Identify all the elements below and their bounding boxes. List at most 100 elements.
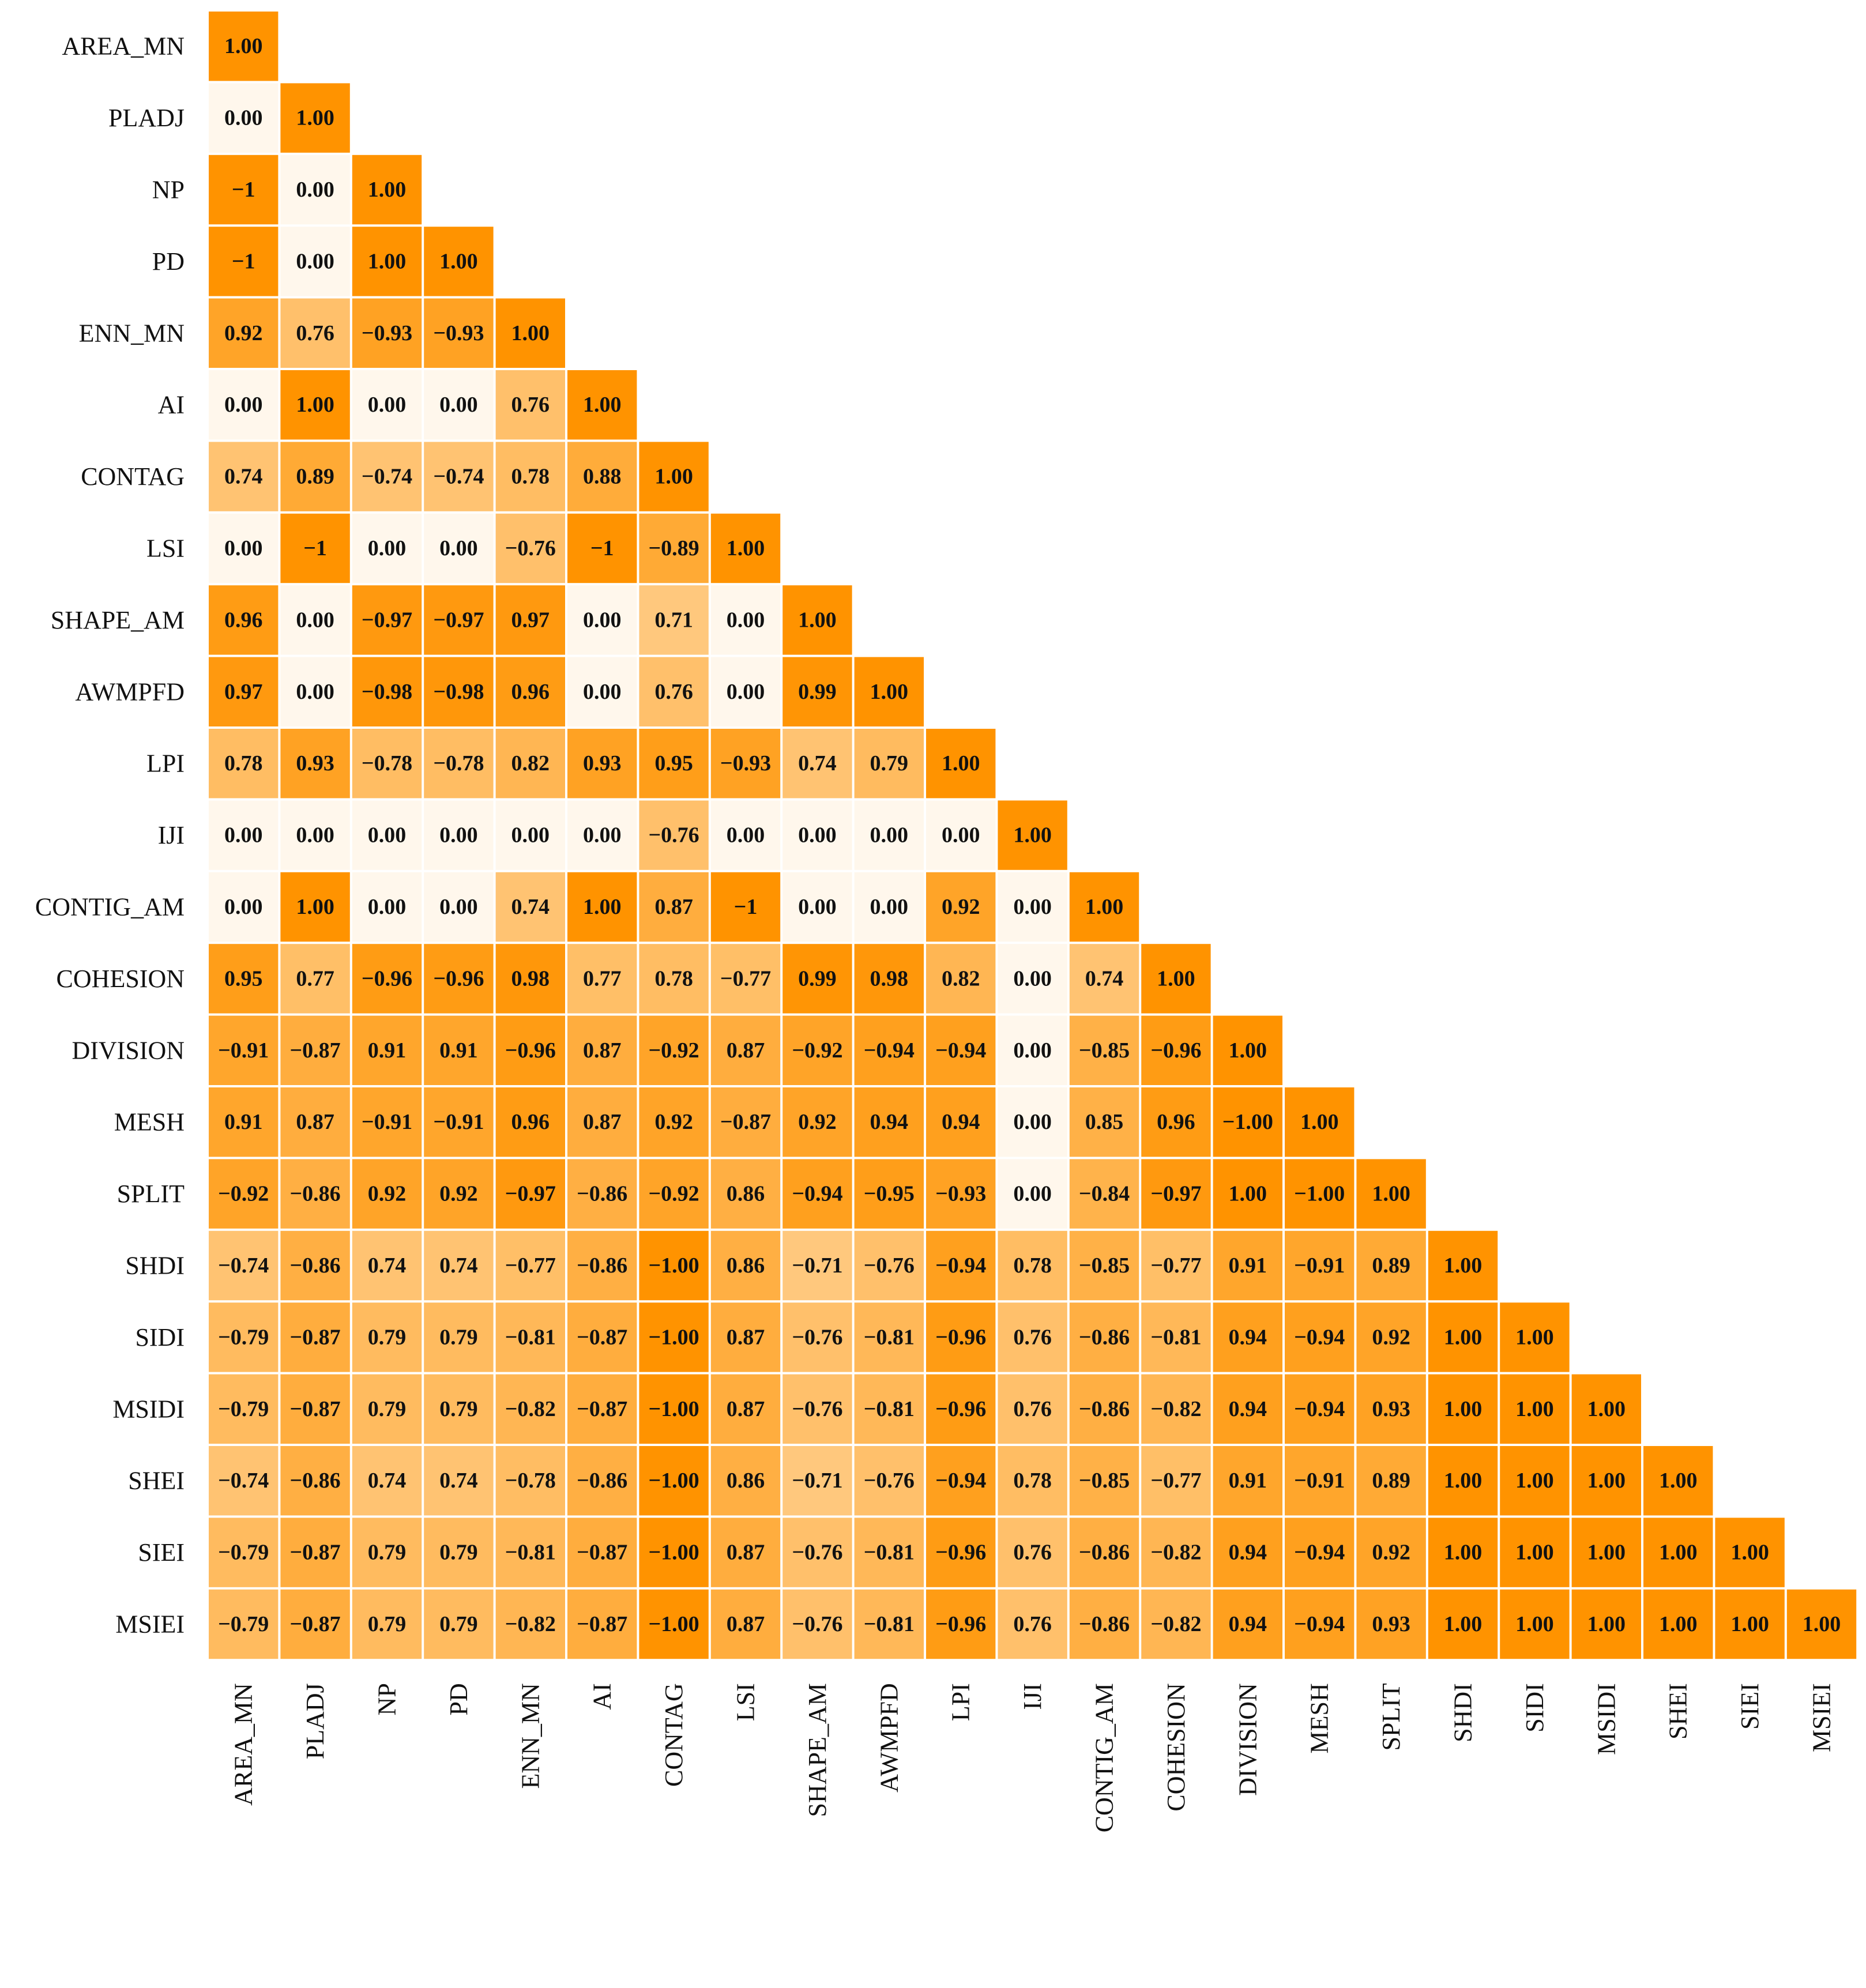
cell-value-label: 1.00 [1515, 1397, 1554, 1421]
cell-value-label: 1.00 [1157, 966, 1195, 991]
cell-value-label: −0.97 [505, 1182, 556, 1206]
cell-value-label: 1.00 [1730, 1612, 1769, 1636]
cell-value-label: 0.00 [296, 178, 334, 202]
heatmap-cell [352, 1446, 422, 1516]
heatmap-cell [1428, 1374, 1498, 1444]
cell-value-label: 0.95 [224, 966, 263, 991]
heatmap-cell [854, 1589, 924, 1659]
heatmap-cell [639, 1589, 709, 1659]
row-label: CONTAG [81, 462, 185, 491]
heatmap-cell [1069, 1374, 1139, 1444]
row-label: NP [152, 176, 185, 204]
heatmap-cell [710, 657, 781, 726]
cell-value-label: 0.74 [798, 751, 837, 775]
cell-value-label: −1.00 [649, 1325, 699, 1349]
column-label: CONTIG_AM [1090, 1683, 1119, 1832]
cell-value-label: 0.00 [224, 106, 263, 130]
cell-value-label: 0.86 [727, 1182, 765, 1206]
heatmap-cell [710, 1446, 781, 1516]
row-label: SPLIT [117, 1180, 185, 1208]
cell-value-label: −0.94 [1294, 1325, 1345, 1349]
heatmap-cell [854, 1159, 924, 1229]
heatmap-cell [424, 1589, 494, 1659]
heatmap-cell [1069, 1302, 1139, 1372]
heatmap-cell [926, 729, 996, 799]
heatmap-cell [280, 83, 350, 153]
heatmap-cell [352, 227, 422, 296]
heatmap-cell [1069, 1159, 1139, 1229]
cell-value-label: 0.00 [583, 680, 622, 704]
cell-value-label: 0.74 [439, 1253, 478, 1278]
cell-value-label: 0.85 [1085, 1110, 1124, 1134]
heatmap-cell [854, 729, 924, 799]
cell-value-label: 0.98 [511, 966, 550, 991]
cell-value-label: −0.81 [864, 1612, 915, 1636]
cell-value-label: −0.74 [218, 1469, 269, 1493]
heatmap-cell [710, 1230, 781, 1301]
cell-value-label: 0.00 [439, 536, 478, 560]
cell-value-label: 0.00 [296, 608, 334, 632]
column-label: AREA_MN [230, 1683, 258, 1806]
cell-value-label: 0.76 [296, 321, 334, 345]
heatmap-cell [424, 729, 494, 799]
heatmap-cell [926, 1518, 996, 1587]
heatmap-cell [854, 1015, 924, 1085]
heatmap-cell [1786, 1589, 1857, 1659]
cell-value-label: 0.77 [583, 966, 622, 991]
heatmap-cell [280, 657, 350, 726]
heatmap-cell [1715, 1589, 1785, 1659]
heatmap-cell [639, 1518, 709, 1587]
heatmap-cell [782, 1230, 852, 1301]
row-label: CONTIG_AM [35, 893, 185, 921]
cell-value-label: −0.97 [1150, 1182, 1201, 1206]
cell-value-label: 0.94 [942, 1110, 980, 1134]
heatmap-cell [782, 1087, 852, 1157]
cell-value-label: −0.89 [649, 536, 699, 560]
cell-value-label: 0.98 [870, 966, 909, 991]
cell-value-label: −0.93 [720, 751, 771, 775]
cell-value-label: −0.81 [864, 1397, 915, 1421]
cell-value-label: 1.00 [224, 34, 263, 58]
column-label: AI [588, 1683, 616, 1710]
cell-value-label: 0.00 [511, 823, 550, 848]
cell-value-label: 0.00 [583, 608, 622, 632]
heatmap-cell [424, 872, 494, 942]
heatmap-cell [1069, 1446, 1139, 1516]
cell-value-label: 1.00 [1515, 1612, 1554, 1636]
heatmap-cell [710, 1087, 781, 1157]
cell-value-label: −0.96 [935, 1541, 986, 1565]
heatmap-cell [1500, 1518, 1570, 1587]
cell-value-label: 0.87 [727, 1612, 765, 1636]
cell-value-label: −0.94 [864, 1038, 915, 1063]
row-label: SIEI [138, 1538, 185, 1567]
cell-value-label: 0.87 [654, 895, 693, 919]
cell-value-label: 0.00 [798, 895, 837, 919]
heatmap-cell [1141, 944, 1211, 1014]
cell-value-label: 0.86 [727, 1253, 765, 1278]
row-label: DIVISION [72, 1036, 185, 1064]
heatmap-cell [567, 1518, 637, 1587]
heatmap-cell [424, 1302, 494, 1372]
heatmap-cell [1141, 1087, 1211, 1157]
heatmap-cell [1356, 1302, 1426, 1372]
heatmap-cell [1356, 1589, 1426, 1659]
heatmap-cell [567, 872, 637, 942]
cell-value-label: 0.78 [654, 966, 693, 991]
cell-value-label: 0.74 [368, 1253, 407, 1278]
cell-value-label: 0.93 [296, 751, 334, 775]
cell-value-label: 0.87 [727, 1325, 765, 1349]
cell-value-label: −0.79 [218, 1612, 269, 1636]
heatmap-cell [352, 872, 422, 942]
cell-value-label: 0.93 [1372, 1397, 1410, 1421]
heatmap-cell [639, 1015, 709, 1085]
heatmap-cell [1141, 1015, 1211, 1085]
cell-value-label: −0.87 [577, 1397, 627, 1421]
heatmap-cell [639, 1087, 709, 1157]
heatmap-cell [854, 1446, 924, 1516]
row-labels: AREA_MN PLADJ NP PD ENN_MN AI CONTAG LSI SHAPE_A… [35, 32, 185, 1639]
cell-value-label: 0.00 [439, 823, 478, 848]
cell-value-label: 0.91 [1229, 1469, 1267, 1493]
cell-value-label: −0.79 [218, 1325, 269, 1349]
heatmap-cell [352, 944, 422, 1014]
heatmap-cell [854, 1087, 924, 1157]
